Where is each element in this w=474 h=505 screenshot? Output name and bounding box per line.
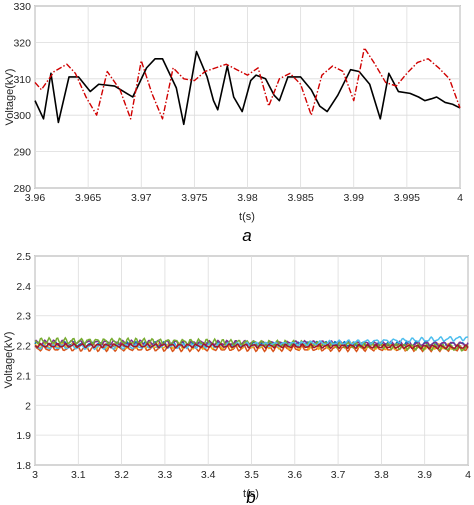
chart-b-x-ticks: 3 3.1 3.2 3.3 3.4 3.5 3.6 3.7 3.8 3.9 4 <box>32 469 471 481</box>
chart-b-y-tick-label: 1.8 <box>16 460 31 472</box>
chart-a-x-tick-label: 3.98 <box>237 192 258 204</box>
chart-a-x-tick-label: 3.995 <box>394 192 420 204</box>
chart-b-x-tick-label: 3.1 <box>71 469 86 481</box>
chart-a-x-tick-label: 4 <box>457 192 463 204</box>
chart-b-y-tick-label: 2.1 <box>16 370 31 382</box>
chart-a-panel-label: a <box>242 226 251 245</box>
chart-a-series <box>34 47 461 126</box>
chart-b-series-line-4 <box>34 336 469 352</box>
chart-a-y-tick-label: 290 <box>13 147 31 159</box>
chart-a-y-ticks: 280 290 300 310 320 330 <box>13 1 31 195</box>
chart-a-y-tick-label: 280 <box>13 183 31 195</box>
chart-a-x-tick-label: 3.975 <box>181 192 207 204</box>
chart-b-series <box>34 335 469 353</box>
chart-a-x-tick-label: 3.96 <box>25 192 46 204</box>
chart-b-x-tick-label: 3.6 <box>287 469 302 481</box>
chart-a-series-line-1 <box>34 47 461 120</box>
chart-a-x-tick-label: 3.965 <box>75 192 101 204</box>
chart-b-series-line-2 <box>34 341 469 352</box>
chart-b-y-tick-label: 2.5 <box>16 251 31 263</box>
chart-b-y-axis-label: Voltage(kV) <box>3 332 15 389</box>
chart-b-y-ticks: 1.8 1.9 2 2.1 2.2 2.3 2.4 2.5 <box>16 251 31 472</box>
chart-b-x-tick-label: 3.5 <box>244 469 259 481</box>
chart-b-y-tick-label: 2.3 <box>16 311 31 323</box>
chart-b-x-axis-label: t(s) <box>243 488 259 500</box>
chart-b-x-tick-label: 3.3 <box>158 469 173 481</box>
chart-b: 3 3.1 3.2 3.3 3.4 3.5 3.6 3.7 3.8 3.9 4 1.8 1.9 2 2.1… <box>3 251 471 505</box>
chart-b-y-tick-label: 2 <box>25 400 31 412</box>
chart-a: 3.96 3.965 3.97 3.975 3.98 3.985 3.99 3.995 4 28… <box>4 1 463 245</box>
chart-b-x-tick-label: 3.2 <box>114 469 129 481</box>
chart-b-x-tick-label: 3.4 <box>201 469 216 481</box>
chart-a-y-tick-label: 330 <box>13 1 31 13</box>
chart-b-grid <box>34 255 469 466</box>
chart-b-x-tick-label: 3 <box>32 469 38 481</box>
chart-b-series-line-6 <box>34 342 469 350</box>
chart-b-y-tick-label: 1.9 <box>16 430 31 442</box>
chart-b-x-tick-label: 3.9 <box>417 469 432 481</box>
chart-b-x-tick-label: 3.7 <box>331 469 346 481</box>
chart-a-y-tick-label: 320 <box>13 37 31 49</box>
chart-a-y-tick-label: 300 <box>13 110 31 122</box>
chart-a-y-tick-label: 310 <box>13 74 31 86</box>
chart-a-y-axis-label: Voltage(kV) <box>4 69 16 126</box>
chart-a-x-tick-label: 3.97 <box>131 192 152 204</box>
chart-b-x-tick-label: 3.8 <box>374 469 389 481</box>
chart-a-x-tick-label: 3.99 <box>344 192 365 204</box>
chart-b-y-tick-label: 2.4 <box>16 281 31 293</box>
chart-a-series-line-0 <box>34 50 461 126</box>
chart-b-panel-label: b <box>246 488 255 505</box>
chart-b-y-tick-label: 2.2 <box>16 341 31 353</box>
chart-a-x-axis-label: t(s) <box>239 211 255 223</box>
chart-a-x-ticks: 3.96 3.965 3.97 3.975 3.98 3.985 3.99 3.995 4 <box>25 192 463 204</box>
chart-a-x-tick-label: 3.985 <box>287 192 313 204</box>
chart-b-x-tick-label: 4 <box>465 469 471 481</box>
